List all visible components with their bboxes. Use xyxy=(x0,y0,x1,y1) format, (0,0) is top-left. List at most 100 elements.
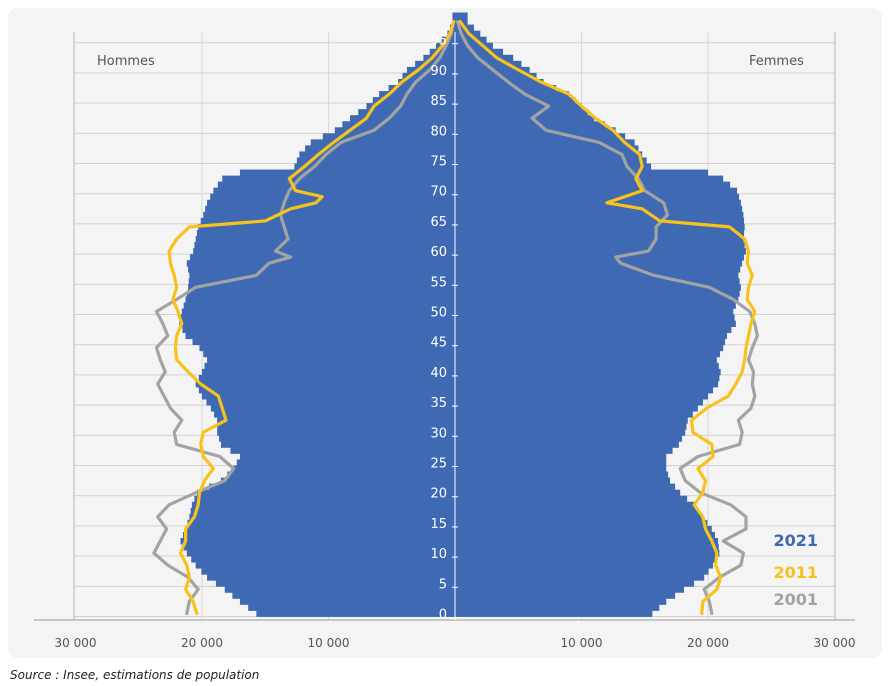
bar-men-age-77 xyxy=(305,145,455,152)
bar-women-age-72 xyxy=(455,175,724,183)
bar-men-age-14 xyxy=(185,525,455,533)
bar-women-age-1 xyxy=(455,604,660,611)
bar-women-age-24 xyxy=(455,465,667,472)
age-label-65: 65 xyxy=(430,215,447,230)
bar-women-age-82 xyxy=(455,115,595,122)
bar-women-age-37 xyxy=(455,387,714,394)
bar-men-age-46 xyxy=(185,332,455,340)
bar-women-age-14 xyxy=(455,525,712,533)
bar-men-age-38 xyxy=(195,380,456,388)
label-bg xyxy=(86,50,174,70)
bar-women-age-4 xyxy=(455,586,684,593)
age-label-70: 70 xyxy=(430,185,447,200)
bar-women-age-12 xyxy=(455,538,719,545)
bar-men-age-89 xyxy=(402,72,455,80)
bar-women-age-9 xyxy=(455,556,717,563)
bar-women-age-26 xyxy=(455,453,667,460)
bar-women-age-45 xyxy=(455,338,726,346)
age-label-35: 35 xyxy=(430,396,447,411)
bar-women-age-48 xyxy=(455,320,736,327)
bar-women-age-19 xyxy=(455,495,688,503)
legend-2001: 2001 xyxy=(773,590,818,609)
bar-women-age-57 xyxy=(455,266,741,273)
men-label: Hommes xyxy=(97,54,155,69)
bar-men-age-33 xyxy=(214,411,455,418)
line-2001-women xyxy=(455,20,759,616)
age-label-5: 5 xyxy=(439,577,447,592)
bar-women-age-56 xyxy=(455,272,739,279)
bar-men-age-27 xyxy=(230,447,455,454)
bar-men-age-8 xyxy=(195,562,456,569)
bar-women-age-99 xyxy=(455,12,468,19)
bar-men-age-37 xyxy=(198,387,455,394)
series-lines xyxy=(152,20,759,616)
bar-women-age-43 xyxy=(455,350,721,358)
bar-men-age-17 xyxy=(190,507,456,515)
bar-men-age-26 xyxy=(239,453,455,460)
bar-men-age-81 xyxy=(342,121,455,128)
bar-men-age-15 xyxy=(187,519,455,527)
bar-women-age-88 xyxy=(455,78,544,86)
bar-men-age-79 xyxy=(322,133,455,140)
bar-men-age-82 xyxy=(350,115,455,122)
bar-men-age-69 xyxy=(210,193,455,201)
bar-men-age-44 xyxy=(199,344,455,352)
bar-men-age-56 xyxy=(189,272,455,279)
bar-men-age-1 xyxy=(248,604,455,611)
bar-women-age-25 xyxy=(455,459,667,466)
bar-women-age-29 xyxy=(455,435,683,442)
bar-men-age-74 xyxy=(294,163,455,170)
bar-men-age-80 xyxy=(334,127,455,134)
bar-women-age-31 xyxy=(455,423,687,430)
bar-women-age-0 xyxy=(455,610,653,617)
age-label-0: 0 xyxy=(439,608,447,623)
bar-women-age-11 xyxy=(455,544,719,551)
bar-men-age-58 xyxy=(186,260,455,267)
bar-men-age-40 xyxy=(202,368,455,376)
age-label-75: 75 xyxy=(430,155,447,170)
bar-women-age-53 xyxy=(455,290,740,297)
bar-women-age-77 xyxy=(455,145,639,152)
bar-men-age-85 xyxy=(372,97,455,104)
bar-men-age-84 xyxy=(366,103,455,110)
bar-women-age-64 xyxy=(455,223,745,231)
bar-women-age-59 xyxy=(455,254,745,261)
bar-men-age-53 xyxy=(186,290,455,297)
bar-women-age-81 xyxy=(455,121,605,128)
bar-women-age-71 xyxy=(455,181,731,189)
bar-women-age-68 xyxy=(455,199,741,207)
bar-men-age-48 xyxy=(179,320,456,327)
women-label: Femmes xyxy=(749,54,804,69)
bar-women-age-54 xyxy=(455,284,741,291)
bar-men-age-3 xyxy=(232,592,455,599)
legend-2011: 2011 xyxy=(773,563,818,582)
bar-women-age-73 xyxy=(455,169,708,176)
bar-women-age-80 xyxy=(455,127,616,134)
bar-women-age-60 xyxy=(455,248,746,255)
bar-women-age-13 xyxy=(455,531,715,539)
bar-men-age-42 xyxy=(207,356,455,364)
age-label-20: 20 xyxy=(430,487,447,502)
bar-women-age-15 xyxy=(455,519,708,527)
label-bg xyxy=(736,50,824,70)
bar-women-age-40 xyxy=(455,368,721,376)
bar-women-age-92 xyxy=(455,54,514,62)
bar-men-age-67 xyxy=(205,205,455,213)
bar-men-age-19 xyxy=(194,495,455,503)
bar-men-age-18 xyxy=(191,501,455,509)
bar-women-age-27 xyxy=(455,447,673,454)
age-label-55: 55 xyxy=(430,275,447,290)
bar-men-age-23 xyxy=(227,471,455,478)
bar-men-age-25 xyxy=(236,459,455,466)
bar-women-age-41 xyxy=(455,362,719,370)
bar-women-age-3 xyxy=(455,592,676,599)
bar-women-age-66 xyxy=(455,211,744,219)
bar-men-age-39 xyxy=(198,374,455,382)
bar-men-age-30 xyxy=(217,429,455,436)
bar-women-age-86 xyxy=(455,91,569,98)
bar-men-age-36 xyxy=(202,393,455,400)
bar-men-age-86 xyxy=(379,91,455,98)
age-label-50: 50 xyxy=(430,306,447,321)
bar-women-age-42 xyxy=(455,356,717,364)
